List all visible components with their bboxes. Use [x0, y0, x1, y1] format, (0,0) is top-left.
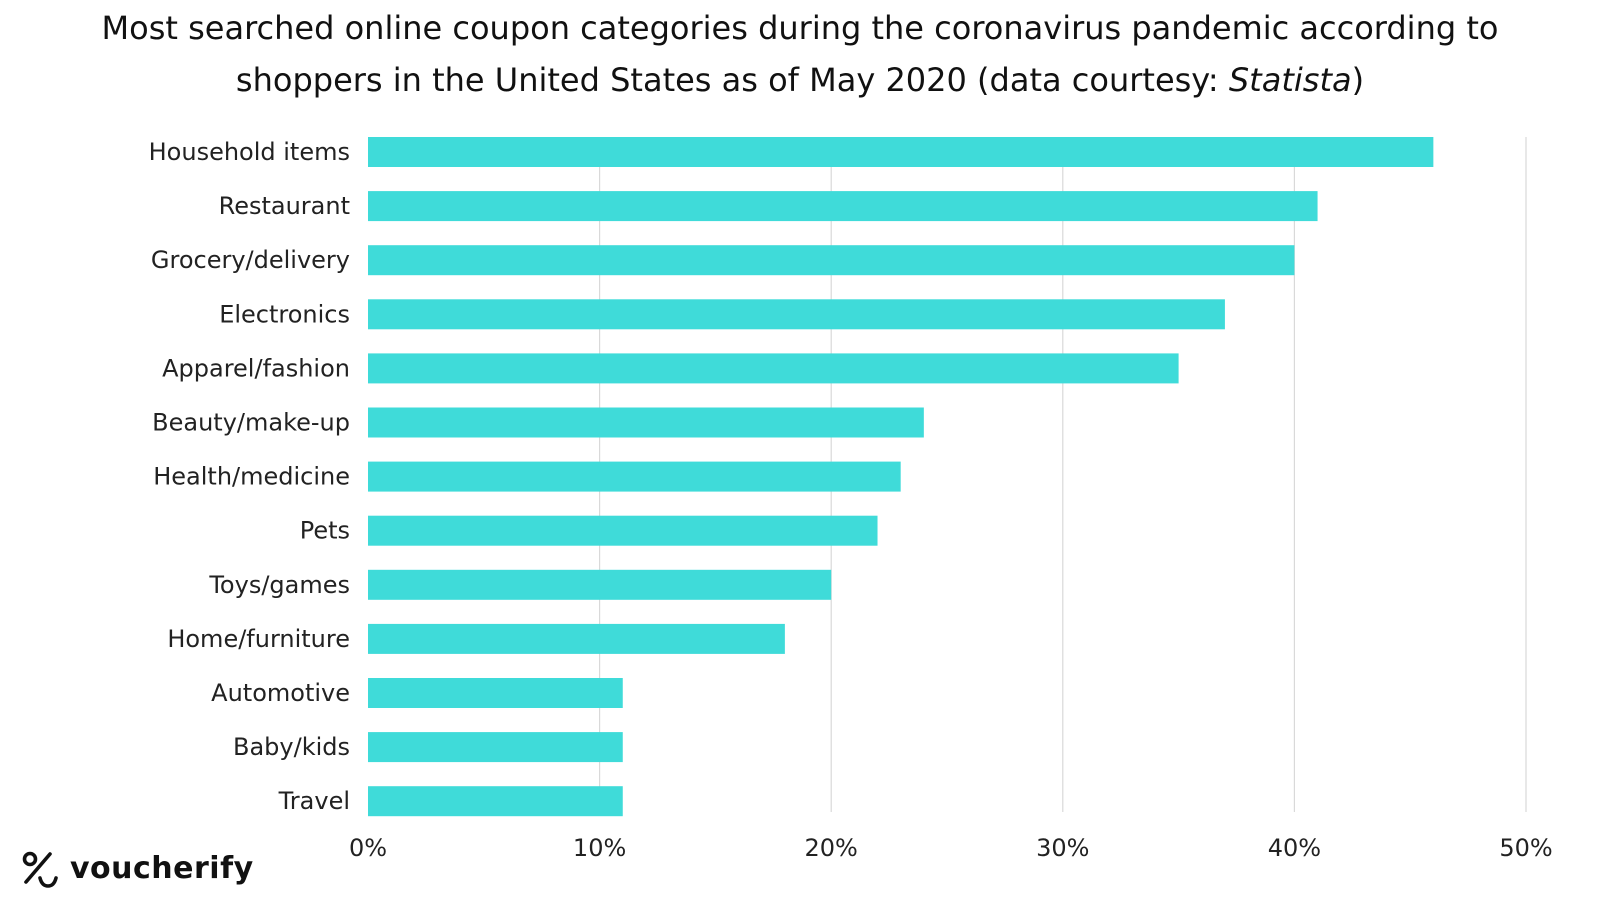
bar — [368, 678, 623, 708]
chart-title: Most searched online coupon categories d… — [60, 2, 1540, 106]
category-labels: Household items Restaurant Grocery/deliver… — [149, 138, 350, 815]
bar — [368, 299, 1225, 330]
category-label: Baby/kids — [233, 733, 350, 761]
bar — [368, 353, 1179, 384]
bar — [368, 191, 1318, 222]
x-tick-label: 20% — [805, 834, 858, 862]
category-label: Beauty/make-up — [152, 409, 350, 437]
category-label: Automotive — [211, 679, 350, 707]
category-label: Health/medicine — [153, 463, 350, 491]
brand-name: voucherify — [70, 850, 254, 886]
category-label: Household items — [149, 138, 350, 166]
category-label: Home/furniture — [167, 625, 350, 653]
bar — [368, 732, 623, 763]
category-label: Pets — [300, 517, 350, 545]
bar — [368, 245, 1295, 276]
bar — [368, 137, 1434, 167]
bar — [368, 407, 924, 438]
category-label: Grocery/delivery — [151, 246, 350, 274]
x-tick-label: 50% — [1499, 834, 1552, 862]
bar — [368, 461, 901, 492]
chart-title-main: Most searched online coupon categories d… — [101, 9, 1499, 99]
category-label: Apparel/fashion — [162, 354, 350, 382]
bar — [368, 623, 785, 654]
percent-icon — [22, 851, 58, 888]
chart-title-source: Statista — [1228, 61, 1352, 99]
x-tick-label: 10% — [573, 834, 626, 862]
chart-title-end: ) — [1351, 61, 1365, 99]
x-tick-label: 0% — [349, 834, 387, 862]
category-label: Restaurant — [219, 192, 350, 220]
x-axis-ticks: 0% 10% 20% 30% 40% 50% — [349, 834, 1553, 862]
category-label: Electronics — [219, 300, 350, 328]
brand-logo: voucherify — [20, 846, 254, 890]
bars — [368, 137, 1434, 817]
bar — [368, 515, 878, 546]
x-tick-label: 40% — [1268, 834, 1321, 862]
bar — [368, 569, 832, 600]
x-tick-label: 30% — [1036, 834, 1089, 862]
category-label: Travel — [278, 787, 350, 815]
category-label: Toys/games — [208, 571, 350, 599]
bar — [368, 786, 623, 817]
